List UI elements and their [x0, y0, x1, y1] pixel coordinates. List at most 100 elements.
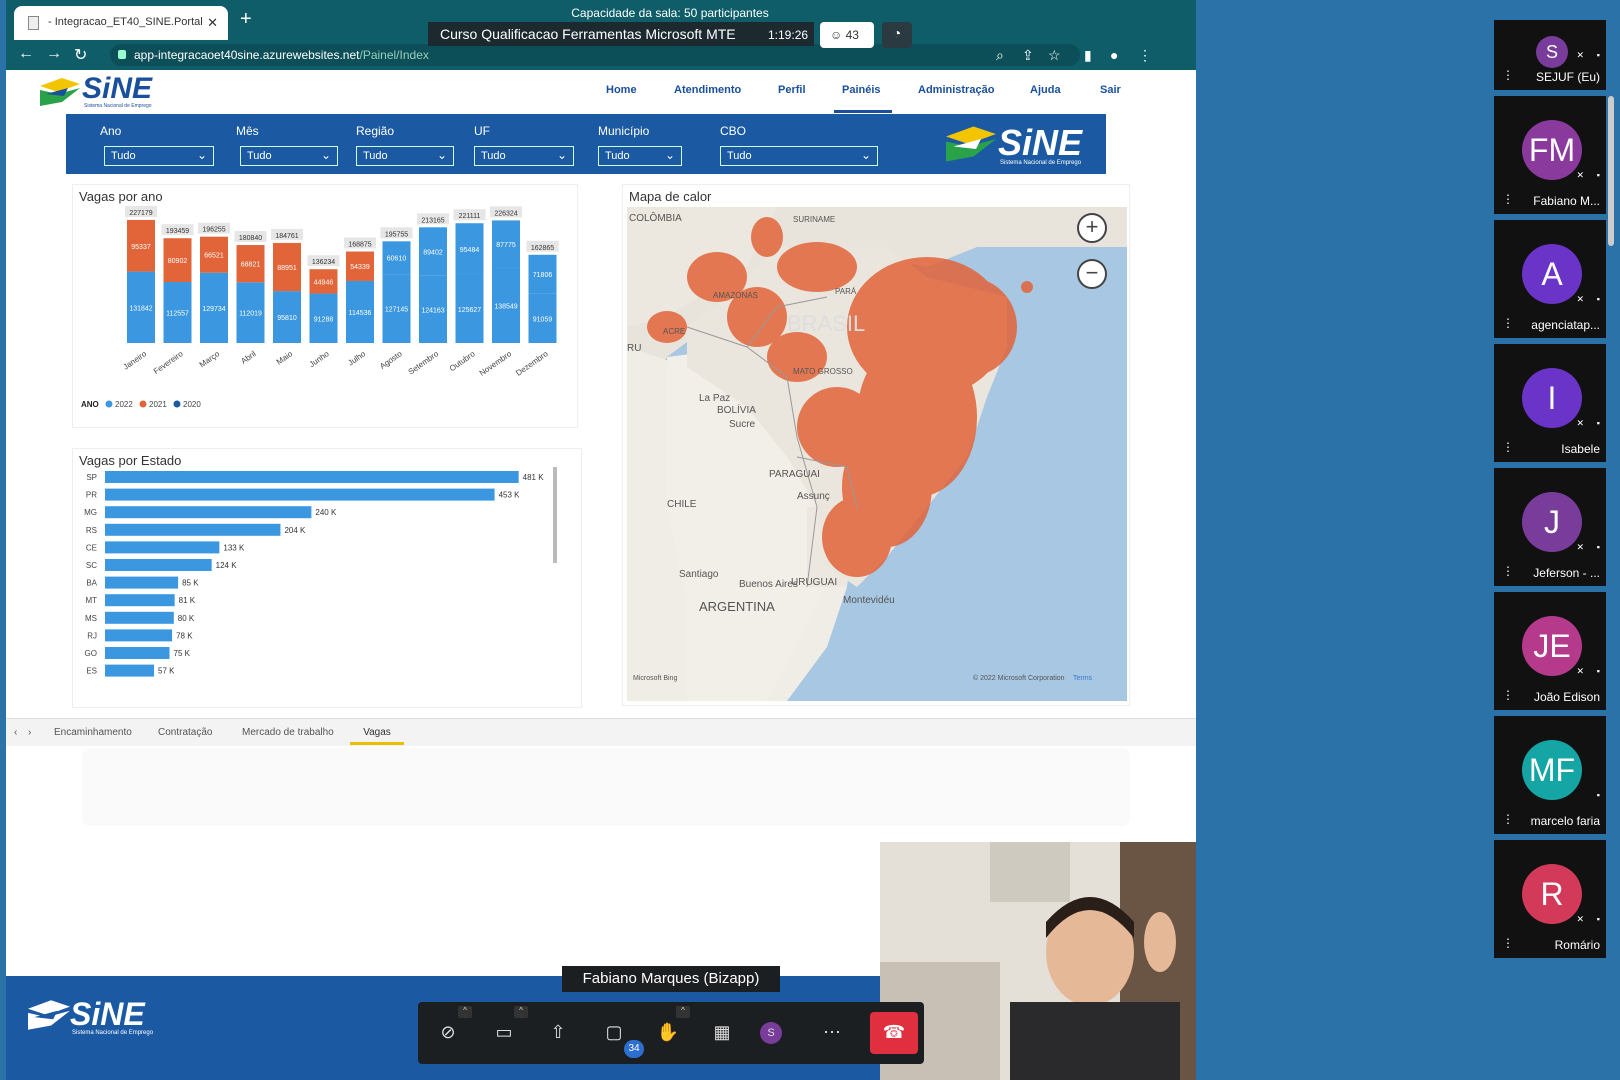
camera-off-icon: ▪: [1596, 50, 1600, 60]
sine-logo[interactable]: SiNE Sistema Nacional de Emprego: [40, 72, 160, 110]
participant-tile[interactable]: S SEJUF (Eu) ⋮ ✕ ▪: [1494, 20, 1606, 90]
map-label: Buenos Aires: [739, 579, 798, 590]
close-tab-icon[interactable]: ✕: [207, 15, 218, 30]
map-terms-link[interactable]: Terms: [1073, 675, 1093, 682]
menu-icon[interactable]: ⋮: [1138, 47, 1152, 63]
data-label: 127145: [385, 307, 408, 314]
gauge-icon[interactable]: ◔: [882, 22, 912, 48]
filter-cbo-select[interactable]: Tudo ⌄: [720, 146, 878, 166]
participant-avatar: R: [1522, 864, 1582, 924]
raise-hand-icon[interactable]: ✋: [656, 1022, 680, 1042]
tab-contratacao[interactable]: Contratação: [158, 727, 213, 738]
camera-options-chevron-icon[interactable]: ^: [514, 1006, 528, 1018]
filter-regiao-select[interactable]: Tudo ⌄: [356, 146, 454, 166]
participant-tile[interactable]: I Isabele ⋮ ✕ ▪: [1494, 344, 1606, 462]
participant-name: marcelo faria: [1530, 814, 1600, 828]
tabs-next-icon[interactable]: ›: [28, 727, 32, 738]
chat-icon[interactable]: ▢: [605, 1022, 623, 1042]
browser-tab[interactable]: - Integracao_ET40_SINE.Portal ✕: [14, 6, 228, 40]
tab-vagas[interactable]: Vagas: [350, 727, 404, 745]
participant-menu-icon[interactable]: ⋮: [1502, 812, 1514, 826]
participant-menu-icon[interactable]: ⋮: [1502, 688, 1514, 702]
search-icon[interactable]: ⌕: [996, 47, 1004, 63]
bar-segment: [346, 251, 374, 281]
end-call-icon[interactable]: ☎: [870, 1012, 918, 1054]
bar: [105, 471, 519, 483]
map-attribution: Microsoft Bing: [633, 675, 678, 682]
zoom-in-icon[interactable]: +: [1077, 213, 1107, 243]
sidebar-icon[interactable]: ▮: [1084, 47, 1092, 63]
bar-segment: [382, 241, 411, 275]
back-icon[interactable]: ←: [18, 45, 34, 62]
meeting-title: Curso Qualificacao Ferramentas Microsoft…: [428, 22, 764, 46]
participants-scrollbar[interactable]: [1608, 96, 1614, 246]
x-tick-label: Fevereiro: [152, 349, 185, 376]
nav-perfil[interactable]: Perfil: [778, 84, 806, 96]
participant-tile[interactable]: FM Fabiano M... ⋮ ✕ ▪: [1494, 96, 1606, 214]
total-label-bg: [271, 228, 303, 240]
reactions-chevron-icon[interactable]: ^: [676, 1006, 690, 1018]
map-label: BRASIL: [787, 311, 866, 336]
grid-view-icon[interactable]: ▦: [713, 1022, 731, 1042]
filter-uf-select[interactable]: Tudo ⌄: [474, 146, 574, 166]
participant-avatar: S: [1536, 36, 1568, 68]
participant-tile[interactable]: A agenciatap... ⋮ ✕ ▪: [1494, 220, 1606, 338]
data-label: 68821: [241, 262, 261, 269]
participant-tile[interactable]: R Romário ⋮ ✕ ▪: [1494, 840, 1606, 958]
participant-tile[interactable]: J Jeferson - ... ⋮ ✕ ▪: [1494, 468, 1606, 586]
logo-word: SiNE: [82, 72, 153, 105]
nav-atendimento[interactable]: Atendimento: [674, 84, 742, 96]
self-avatar[interactable]: S: [760, 1022, 782, 1044]
filter-municipio-select[interactable]: Tudo ⌄: [598, 146, 682, 166]
total-label-bg: [380, 227, 413, 239]
zoom-out-icon[interactable]: −: [1077, 259, 1107, 289]
filter-label: CBO: [720, 124, 747, 138]
reload-icon[interactable]: ↻: [74, 47, 88, 64]
nav-paineis[interactable]: Painéis: [842, 84, 881, 96]
filter-mes-select[interactable]: Tudo ⌄: [240, 146, 338, 166]
mic-off-icon[interactable]: ⊘: [440, 1022, 456, 1042]
y-tick-label: BA: [86, 579, 97, 588]
map-label: ACRE: [663, 327, 686, 336]
tab-mercado-de-trabalho[interactable]: Mercado de trabalho: [242, 727, 334, 738]
tab-encaminhamento[interactable]: Encaminhamento: [54, 727, 132, 738]
participant-menu-icon[interactable]: ⋮: [1502, 440, 1514, 454]
camera-off-icon: ▪: [1596, 170, 1600, 180]
bar: [105, 488, 495, 501]
total-label-bg: [526, 240, 559, 252]
participant-tile[interactable]: JE João Edison ⋮ ✕ ▪: [1494, 592, 1606, 710]
participant-menu-icon[interactable]: ⋮: [1502, 68, 1514, 82]
share-icon[interactable]: ⇪: [1022, 47, 1034, 63]
nav-ajuda[interactable]: Ajuda: [1030, 84, 1061, 96]
participant-menu-icon[interactable]: ⋮: [1502, 936, 1514, 950]
data-label: 78 K: [176, 631, 193, 640]
mic-options-chevron-icon[interactable]: ^: [458, 1006, 472, 1018]
profile-icon[interactable]: ●: [1110, 47, 1119, 63]
map-copyright: © 2022 Microsoft Corporation: [973, 675, 1065, 682]
heat-map[interactable]: COLÔMBIA BRASIL BOLÍVIA ARGENTINA CHILE …: [627, 207, 1127, 701]
mic-muted-icon: ✕: [1576, 418, 1584, 428]
participant-tile[interactable]: MF marcelo faria ⋮ ▪: [1494, 716, 1606, 834]
forward-icon[interactable]: →: [46, 45, 62, 62]
share-screen-icon[interactable]: ⇧: [550, 1022, 566, 1042]
url-field[interactable]: app-integracaoet40sine.azurewebsites.net…: [110, 44, 1080, 66]
participant-menu-icon[interactable]: ⋮: [1502, 564, 1514, 578]
filter-ano-select[interactable]: Tudo ⌄: [104, 146, 214, 166]
participants-button[interactable]: ☺ 43: [820, 22, 874, 48]
nav-home[interactable]: Home: [606, 84, 637, 96]
nav-sair[interactable]: Sair: [1100, 84, 1121, 96]
participant-name: Isabele: [1561, 442, 1600, 456]
new-tab-icon[interactable]: +: [240, 8, 252, 30]
x-tick-label: Março: [198, 349, 222, 369]
filter-value: Tudo: [363, 150, 388, 162]
y-tick-label: CE: [86, 543, 97, 552]
participant-menu-icon[interactable]: ⋮: [1502, 316, 1514, 330]
tabs-prev-icon[interactable]: ‹: [14, 727, 18, 738]
browser-window: - Integracao_ET40_SINE.Portal ✕ + ← → ↻ …: [6, 0, 1196, 1080]
more-options-icon[interactable]: ⋯: [823, 1022, 841, 1042]
star-icon[interactable]: ☆: [1048, 47, 1061, 63]
participant-menu-icon[interactable]: ⋮: [1502, 192, 1514, 206]
bar-segment: [492, 267, 520, 343]
camera-off-icon[interactable]: ▭: [495, 1022, 513, 1042]
nav-administracao[interactable]: Administração: [918, 84, 995, 96]
